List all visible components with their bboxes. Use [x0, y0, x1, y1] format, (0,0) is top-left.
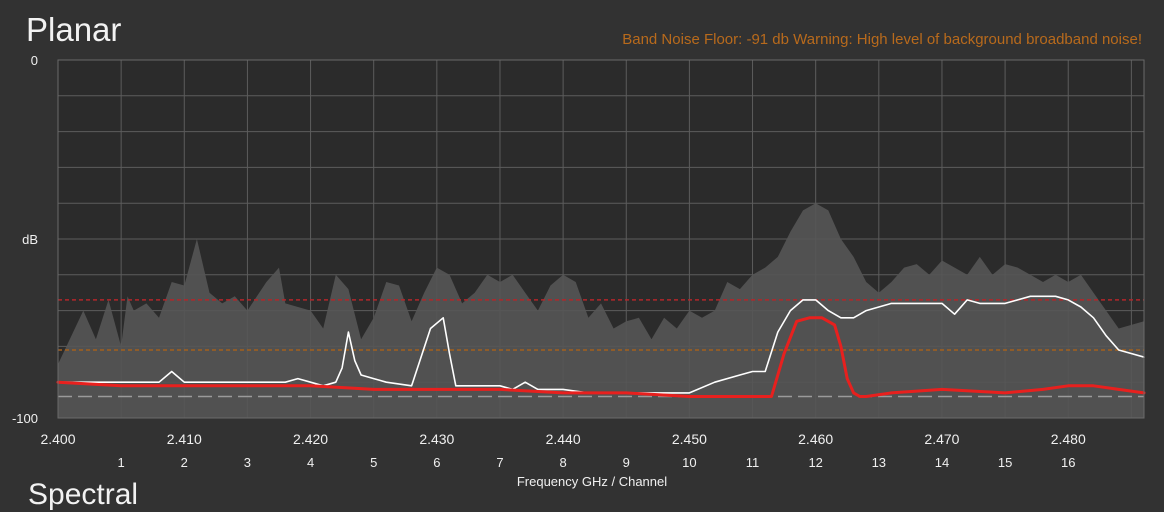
frequency-tick-label: 2.400 — [40, 431, 75, 447]
threshold-lines — [58, 299, 1144, 398]
plot-frame — [57, 59, 1145, 419]
x-axis-label: Frequency GHz / Channel — [517, 474, 667, 489]
frequency-tick-label: 2.480 — [1051, 431, 1086, 447]
channel-tick-label: 7 — [496, 455, 503, 470]
frequency-tick-label: 2.470 — [924, 431, 959, 447]
next-section-title: Spectral — [28, 478, 139, 511]
y-tick-label: -100 — [12, 411, 38, 426]
channel-tick-label: 1 — [118, 455, 125, 470]
frequency-tick-label: 2.450 — [672, 431, 707, 447]
y-tick-label: dB — [22, 232, 38, 247]
channel-tick-label: 15 — [998, 455, 1012, 470]
channel-tick-label: 2 — [181, 455, 188, 470]
noise-floor-warning: Band Noise Floor: -91 db Warning: High l… — [622, 31, 1142, 48]
channel-tick-label: 14 — [935, 455, 949, 470]
series-lines — [56, 295, 1146, 398]
channel-tick-label: 6 — [433, 455, 440, 470]
frequency-tick-label: 2.410 — [167, 431, 202, 447]
y-tick-label: 0 — [31, 53, 38, 68]
average-series-line — [56, 316, 1146, 398]
panel-title: Planar — [26, 11, 122, 48]
planar-panel: Planar Band Noise Floor: -91 db Warning:… — [11, 11, 1146, 511]
frequency-tick-label: 2.420 — [293, 431, 328, 447]
channel-tick-label: 5 — [370, 455, 377, 470]
channel-tick-label: 3 — [244, 455, 251, 470]
frequency-tick-label: 2.460 — [798, 431, 833, 447]
channel-tick-label: 13 — [872, 455, 886, 470]
channel-tick-label: 4 — [307, 455, 314, 470]
frequency-tick-label: 2.440 — [546, 431, 581, 447]
channel-tick-label: 9 — [623, 455, 630, 470]
channel-tick-label: 8 — [559, 455, 566, 470]
channel-tick-label: 10 — [682, 455, 696, 470]
channel-tick-label: 12 — [808, 455, 822, 470]
channel-tick-label: 16 — [1061, 455, 1075, 470]
channel-tick-label: 11 — [746, 455, 760, 470]
density-area — [58, 203, 1144, 418]
frequency-tick-label: 2.430 — [419, 431, 454, 447]
